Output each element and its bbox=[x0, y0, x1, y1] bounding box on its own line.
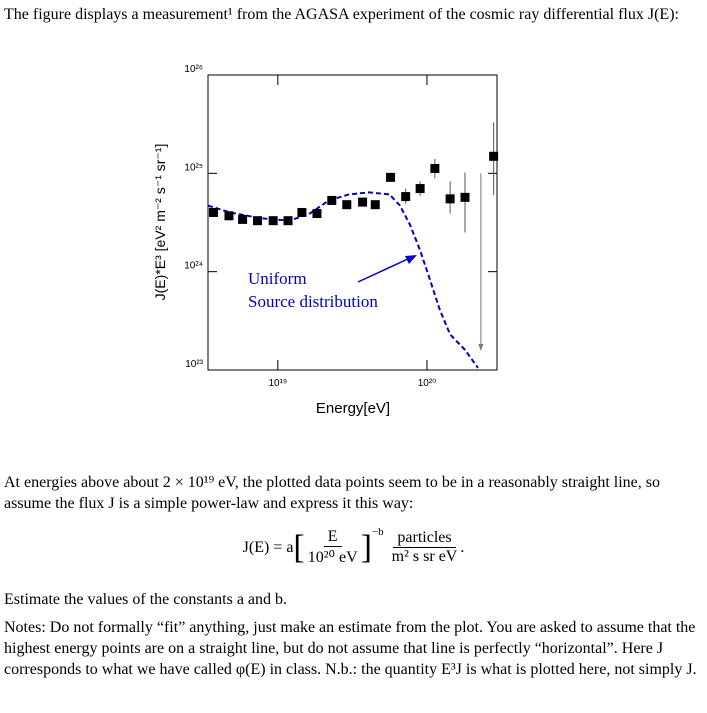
data-point bbox=[386, 172, 396, 182]
data-point bbox=[283, 216, 293, 226]
data-point bbox=[342, 200, 352, 210]
eq-unit-numerator: particles bbox=[393, 529, 456, 548]
eq-units: particles m² s sr eV bbox=[392, 529, 458, 566]
data-point bbox=[268, 216, 278, 226]
data-point bbox=[312, 209, 322, 219]
annotation-text: Source distribution bbox=[248, 292, 378, 311]
eq-end: . bbox=[460, 538, 465, 556]
plot-frame bbox=[207, 74, 498, 371]
eq-exponent: −b bbox=[371, 526, 384, 538]
notes-text: Notes: Do not formally “fit” anything, j… bbox=[4, 619, 697, 678]
data-point bbox=[238, 214, 248, 224]
upper-limit-head bbox=[478, 344, 484, 351]
data-point bbox=[430, 163, 440, 173]
model-curve bbox=[208, 191, 479, 369]
x-tick-label: 10¹⁹ bbox=[268, 378, 287, 389]
x-tick-label: 10²⁰ bbox=[418, 378, 436, 389]
data-point bbox=[460, 192, 470, 202]
eq-bracket: ] bbox=[360, 528, 372, 566]
annotation-text: Uniform bbox=[248, 269, 307, 288]
annotation-arrowhead bbox=[405, 255, 417, 264]
y-tick-label: 10²⁶ bbox=[184, 64, 203, 75]
data-point bbox=[358, 197, 368, 207]
data-point bbox=[415, 184, 425, 194]
data-point bbox=[370, 200, 380, 210]
data-point bbox=[401, 192, 411, 202]
data-point bbox=[208, 207, 218, 217]
paragraph: At energies above about 2 × 10¹⁹ eV, the… bbox=[4, 474, 660, 512]
x-axis-title: Energy[eV] bbox=[316, 400, 390, 417]
data-point bbox=[445, 194, 455, 204]
y-tick-label: 10²³ bbox=[185, 359, 203, 370]
y-tick-label: 10²⁵ bbox=[184, 162, 203, 173]
data-point bbox=[327, 195, 337, 205]
intro-text: The figure displays a measurement¹ from … bbox=[4, 6, 679, 23]
chart: 10²³ 10²⁴ 10²⁵ 10²⁶ 10¹⁹ 10²⁰ Energy[eV] J(E)*E… bbox=[152, 64, 499, 417]
eq-bracket: [ bbox=[293, 528, 305, 566]
annotation bbox=[357, 255, 417, 283]
eq-numerator: E bbox=[323, 528, 342, 547]
equation: J(E) = a [ E 10²⁰ eV ] −b particles m² s s… bbox=[0, 526, 707, 567]
eq-lhs: J(E) = a bbox=[242, 538, 294, 556]
data-point bbox=[224, 211, 234, 221]
data-point bbox=[252, 216, 262, 226]
data-point bbox=[297, 207, 307, 217]
y-tick-label: 10²⁴ bbox=[184, 261, 203, 272]
data-point bbox=[489, 151, 499, 161]
eq-fraction: E 10²⁰ eV bbox=[308, 528, 358, 567]
eq-denominator: 10²⁰ eV bbox=[307, 549, 358, 566]
annotation-arrow bbox=[357, 257, 411, 283]
y-axis-title: J(E)*E³ [eV² m⁻² s⁻¹ sr⁻¹] bbox=[152, 144, 168, 301]
eq-unit-denominator: m² s sr eV bbox=[391, 548, 458, 565]
task-text: Estimate the values of the constants a a… bbox=[4, 591, 288, 608]
